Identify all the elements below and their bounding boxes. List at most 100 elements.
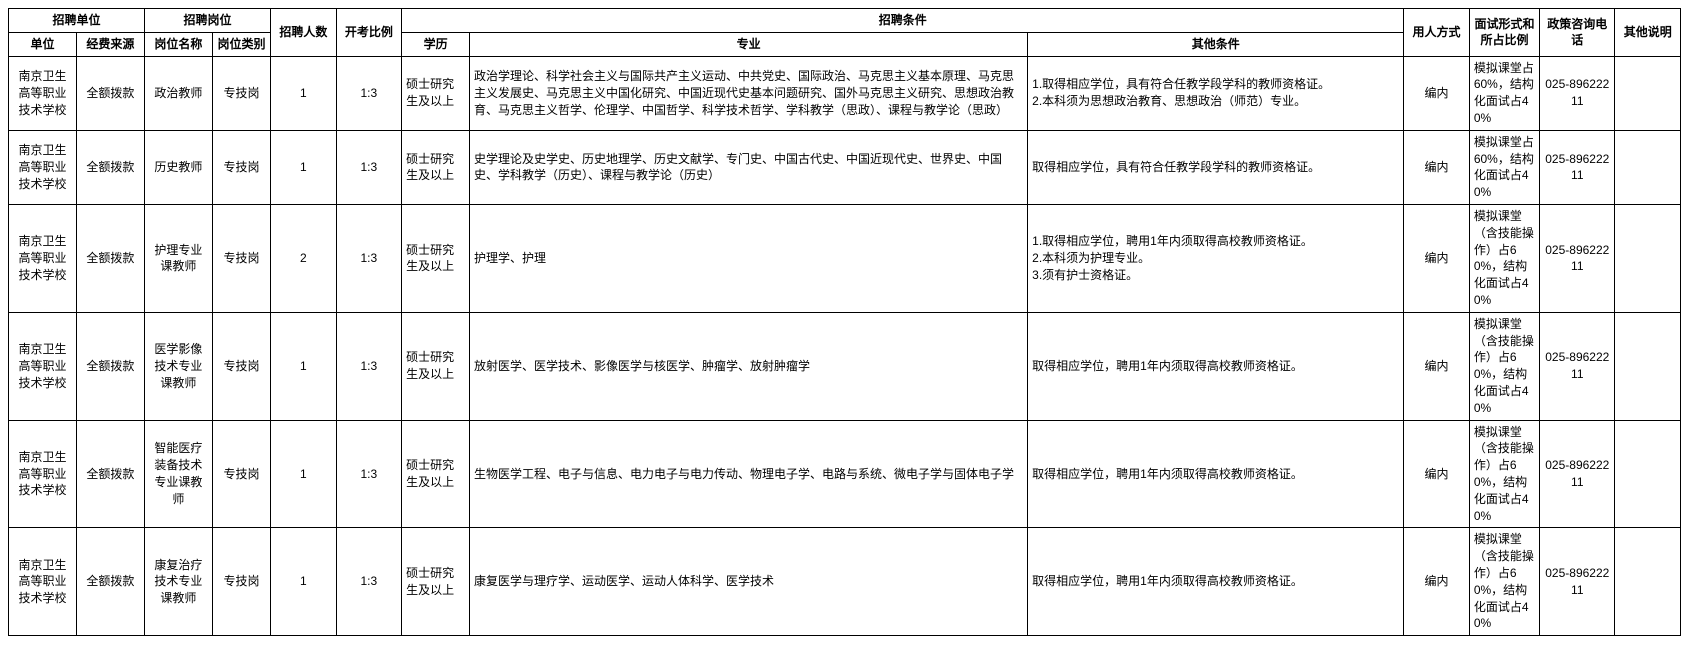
cell-count: 1 <box>271 528 337 636</box>
header-hire-mode: 用人方式 <box>1404 9 1470 57</box>
header-count: 招聘人数 <box>271 9 337 57</box>
cell-major: 政治学理论、科学社会主义与国际共产主义运动、中共党史、国际政治、马克思主义基本原… <box>470 56 1028 130</box>
cell-ratio: 1:3 <box>336 312 402 420</box>
cell-major: 生物医学工程、电子与信息、电力电子与电力传动、物理电子学、电路与系统、微电子学与… <box>470 420 1028 528</box>
cell-major: 康复医学与理疗学、运动医学、运动人体科学、医学技术 <box>470 528 1028 636</box>
header-unit: 单位 <box>9 32 77 56</box>
table-body: 南京卫生高等职业技术学校全额拨款政治教师专技岗11:3硕士研究生及以上政治学理论… <box>9 56 1681 636</box>
cell-remark <box>1615 204 1681 312</box>
cell-education: 硕士研究生及以上 <box>402 56 470 130</box>
header-interview: 面试形式和所占比例 <box>1469 9 1539 57</box>
cell-interview: 模拟课堂（含技能操作）占60%，结构化面试占40% <box>1469 420 1539 528</box>
cell-interview: 模拟课堂占60%，结构化面试占40% <box>1469 130 1539 204</box>
cell-unit: 南京卫生高等职业技术学校 <box>9 56 77 130</box>
cell-education: 硕士研究生及以上 <box>402 528 470 636</box>
cell-funding: 全额拨款 <box>76 204 144 312</box>
table-row: 南京卫生高等职业技术学校全额拨款历史教师专技岗11:3硕士研究生及以上史学理论及… <box>9 130 1681 204</box>
cell-hire-mode: 编内 <box>1404 312 1470 420</box>
cell-position-type: 专技岗 <box>212 204 270 312</box>
cell-ratio: 1:3 <box>336 528 402 636</box>
cell-funding: 全额拨款 <box>76 56 144 130</box>
cell-remark <box>1615 528 1681 636</box>
table-header: 招聘单位 招聘岗位 招聘人数 开考比例 招聘条件 用人方式 面试形式和所占比例 … <box>9 9 1681 57</box>
cell-unit: 南京卫生高等职业技术学校 <box>9 420 77 528</box>
table-row: 南京卫生高等职业技术学校全额拨款智能医疗装备技术专业课教师专技岗11:3硕士研究… <box>9 420 1681 528</box>
cell-education: 硕士研究生及以上 <box>402 130 470 204</box>
cell-phone: 025-89622211 <box>1540 204 1615 312</box>
cell-unit: 南京卫生高等职业技术学校 <box>9 528 77 636</box>
cell-interview: 模拟课堂（含技能操作）占60%，结构化面试占40% <box>1469 204 1539 312</box>
cell-other-condition: 1.取得相应学位，具有符合任教学段学科的教师资格证。2.本科须为思想政治教育、思… <box>1028 56 1404 130</box>
header-position-type: 岗位类别 <box>212 32 270 56</box>
cell-phone: 025-89622211 <box>1540 528 1615 636</box>
cell-unit: 南京卫生高等职业技术学校 <box>9 130 77 204</box>
table-row: 南京卫生高等职业技术学校全额拨款护理专业课教师专技岗21:3硕士研究生及以上护理… <box>9 204 1681 312</box>
header-row-1: 招聘单位 招聘岗位 招聘人数 开考比例 招聘条件 用人方式 面试形式和所占比例 … <box>9 9 1681 33</box>
cell-position-type: 专技岗 <box>212 420 270 528</box>
table-row: 南京卫生高等职业技术学校全额拨款康复治疗技术专业课教师专技岗11:3硕士研究生及… <box>9 528 1681 636</box>
cell-hire-mode: 编内 <box>1404 528 1470 636</box>
cell-remark <box>1615 420 1681 528</box>
cell-position-name: 政治教师 <box>144 56 212 130</box>
cell-phone: 025-89622211 <box>1540 56 1615 130</box>
cell-funding: 全额拨款 <box>76 420 144 528</box>
header-other-condition: 其他条件 <box>1028 32 1404 56</box>
cell-count: 1 <box>271 312 337 420</box>
cell-interview: 模拟课堂（含技能操作）占60%，结构化面试占40% <box>1469 528 1539 636</box>
cell-ratio: 1:3 <box>336 420 402 528</box>
header-position-name: 岗位名称 <box>144 32 212 56</box>
header-group-condition: 招聘条件 <box>402 9 1404 33</box>
cell-major: 护理学、护理 <box>470 204 1028 312</box>
header-phone: 政策咨询电话 <box>1540 9 1615 57</box>
recruitment-table: 招聘单位 招聘岗位 招聘人数 开考比例 招聘条件 用人方式 面试形式和所占比例 … <box>8 8 1681 636</box>
cell-hire-mode: 编内 <box>1404 130 1470 204</box>
cell-funding: 全额拨款 <box>76 312 144 420</box>
cell-position-name: 历史教师 <box>144 130 212 204</box>
table-row: 南京卫生高等职业技术学校全额拨款医学影像技术专业课教师专技岗11:3硕士研究生及… <box>9 312 1681 420</box>
cell-major: 放射医学、医学技术、影像医学与核医学、肿瘤学、放射肿瘤学 <box>470 312 1028 420</box>
cell-count: 1 <box>271 130 337 204</box>
cell-interview: 模拟课堂占60%，结构化面试占40% <box>1469 56 1539 130</box>
cell-other-condition: 取得相应学位，聘用1年内须取得高校教师资格证。 <box>1028 420 1404 528</box>
cell-interview: 模拟课堂（含技能操作）占60%，结构化面试占40% <box>1469 312 1539 420</box>
cell-count: 2 <box>271 204 337 312</box>
cell-funding: 全额拨款 <box>76 130 144 204</box>
cell-funding: 全额拨款 <box>76 528 144 636</box>
cell-unit: 南京卫生高等职业技术学校 <box>9 204 77 312</box>
cell-phone: 025-89622211 <box>1540 130 1615 204</box>
cell-unit: 南京卫生高等职业技术学校 <box>9 312 77 420</box>
cell-position-type: 专技岗 <box>212 56 270 130</box>
cell-position-name: 医学影像技术专业课教师 <box>144 312 212 420</box>
header-ratio: 开考比例 <box>336 9 402 57</box>
cell-hire-mode: 编内 <box>1404 204 1470 312</box>
table-row: 南京卫生高等职业技术学校全额拨款政治教师专技岗11:3硕士研究生及以上政治学理论… <box>9 56 1681 130</box>
cell-position-name: 智能医疗装备技术专业课教师 <box>144 420 212 528</box>
cell-other-condition: 取得相应学位，聘用1年内须取得高校教师资格证。 <box>1028 528 1404 636</box>
cell-ratio: 1:3 <box>336 130 402 204</box>
cell-count: 1 <box>271 56 337 130</box>
cell-hire-mode: 编内 <box>1404 56 1470 130</box>
header-funding: 经费来源 <box>76 32 144 56</box>
cell-major: 史学理论及史学史、历史地理学、历史文献学、专门史、中国古代史、中国近现代史、世界… <box>470 130 1028 204</box>
cell-count: 1 <box>271 420 337 528</box>
cell-phone: 025-89622211 <box>1540 312 1615 420</box>
cell-remark <box>1615 312 1681 420</box>
cell-education: 硕士研究生及以上 <box>402 204 470 312</box>
cell-remark <box>1615 130 1681 204</box>
cell-ratio: 1:3 <box>336 204 402 312</box>
header-major: 专业 <box>470 32 1028 56</box>
cell-hire-mode: 编内 <box>1404 420 1470 528</box>
cell-ratio: 1:3 <box>336 56 402 130</box>
cell-position-name: 康复治疗技术专业课教师 <box>144 528 212 636</box>
header-group-position: 招聘岗位 <box>144 9 270 33</box>
header-remark: 其他说明 <box>1615 9 1681 57</box>
cell-education: 硕士研究生及以上 <box>402 420 470 528</box>
cell-position-type: 专技岗 <box>212 130 270 204</box>
cell-position-type: 专技岗 <box>212 312 270 420</box>
cell-remark <box>1615 56 1681 130</box>
cell-other-condition: 1.取得相应学位，聘用1年内须取得高校教师资格证。2.本科须为护理专业。3.须有… <box>1028 204 1404 312</box>
cell-position-type: 专技岗 <box>212 528 270 636</box>
cell-education: 硕士研究生及以上 <box>402 312 470 420</box>
header-education: 学历 <box>402 32 470 56</box>
cell-position-name: 护理专业课教师 <box>144 204 212 312</box>
